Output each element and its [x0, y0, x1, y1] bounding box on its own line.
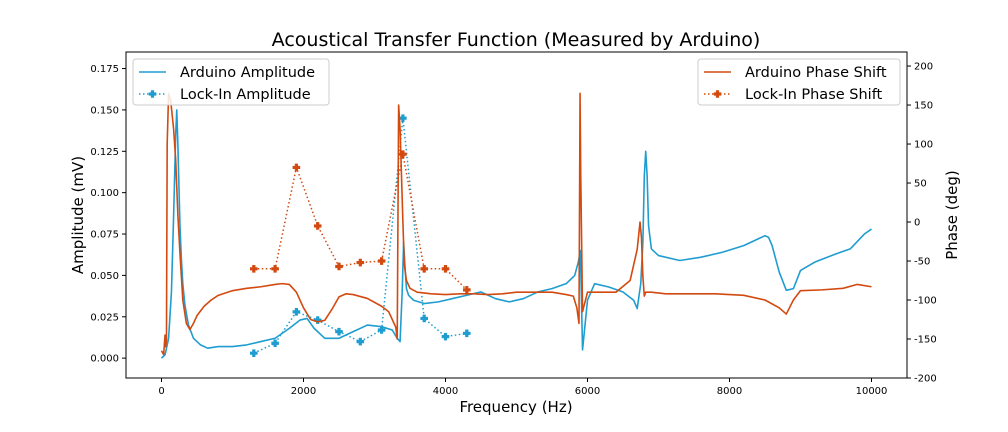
- y2-tick-label: 100: [914, 140, 933, 151]
- lock-in-amplitude-point: [420, 314, 428, 323]
- x-tick-label: 10000: [856, 386, 888, 397]
- axes-layer: 0 2000 4000 6000 8000 100000.0000.0250.0500.0…: [90, 62, 936, 397]
- y-tick-label: 0.150: [90, 105, 119, 116]
- chart-title: Acoustical Transfer Function (Measured b…: [272, 29, 761, 51]
- y2-axis-label: Phase (deg): [943, 170, 961, 260]
- legend-frame: [697, 58, 901, 106]
- lock-in-phase-shift-point: [271, 265, 279, 273]
- plot-frame: [125, 51, 908, 379]
- lock-in-amplitude-point: [463, 329, 471, 338]
- lock-in-phase-shift-point: [292, 163, 301, 172]
- x-tick-label: 2000: [291, 386, 316, 397]
- legend-label: Arduino Amplitude: [180, 65, 315, 81]
- lock-in-amplitude-point: [335, 327, 343, 336]
- lock-in-amplitude-point: [271, 339, 279, 348]
- legend-label: Lock-In Phase Shift: [745, 87, 883, 103]
- legend-left: Arduino Amplitude Lock-In Amplitude: [132, 58, 330, 106]
- lock-in-phase-shift-point: [377, 257, 386, 265]
- lock-in-amplitude-point: [313, 316, 322, 324]
- y-axis-label: Amplitude (mV): [69, 156, 87, 274]
- legend-marker: [713, 90, 722, 98]
- lock-in-phase-shift-point: [463, 286, 471, 294]
- y2-tick-label: 50: [914, 179, 927, 190]
- lock-in-amplitude-point: [377, 326, 386, 334]
- y2-tick-label: 200: [914, 62, 933, 73]
- y-tick-label: 0.175: [90, 64, 119, 75]
- lock-in-phase-shift-point: [313, 222, 322, 230]
- lock-in-amplitude-point: [441, 332, 450, 341]
- y-tick-label: 0.075: [90, 230, 119, 241]
- lock-in-phase-shift-point: [335, 262, 343, 271]
- y-tick-label: 0.000: [90, 354, 119, 365]
- arduino-amplitude-line: [160, 109, 872, 359]
- x-tick-label: 6000: [575, 386, 600, 397]
- y-tick-label: 0.100: [90, 188, 119, 199]
- lock-in-amplitude-point: [292, 308, 301, 316]
- x-tick-label: 0: [158, 386, 164, 397]
- legend-label: Arduino Phase Shift: [745, 65, 887, 81]
- arduino-phase-shift-line: [160, 92, 872, 356]
- y2-tick-label: 150: [914, 101, 933, 112]
- x-tick-label: 4000: [433, 386, 458, 397]
- legend-marker: [148, 90, 157, 98]
- lock-in-phase-shift-point: [399, 150, 407, 158]
- lock-in-phase-shift-line: [253, 154, 468, 291]
- y-tick-label: 0.025: [90, 312, 119, 323]
- legend-frame: [132, 58, 330, 106]
- lock-in-phase-shift-point: [420, 265, 428, 273]
- y2-tick-label: -200: [914, 374, 937, 385]
- y2-tick-label: 0: [914, 218, 920, 229]
- legend-label: Lock-In Amplitude: [180, 87, 311, 103]
- lock-in-phase-shift-point: [441, 265, 450, 273]
- y-tick-label: 0.050: [90, 271, 119, 282]
- lock-in-amplitude-point: [250, 349, 258, 357]
- y2-tick-label: -150: [914, 335, 937, 346]
- y2-tick-label: -50: [914, 257, 930, 268]
- lock-in-phase-shift-point: [356, 258, 365, 267]
- lock-in-phase-shift-point: [250, 265, 258, 273]
- y-tick-label: 0.125: [90, 147, 119, 158]
- series-layer: [160, 92, 872, 359]
- lock-in-amplitude-point: [356, 337, 365, 346]
- x-axis-label: Frequency (Hz): [459, 398, 572, 416]
- y2-tick-label: -100: [914, 296, 937, 307]
- x-tick-label: 8000: [717, 386, 742, 397]
- legend-right: Arduino Phase Shift Lock-In Phase Shift: [697, 58, 901, 106]
